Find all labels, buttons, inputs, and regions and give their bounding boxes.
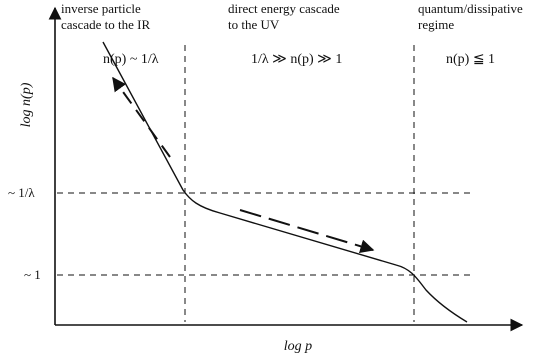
region-quantum-title-line1: quantum/dissipative bbox=[418, 1, 523, 16]
inverse-cascade-arrow bbox=[112, 76, 171, 158]
x-axis-label: log p bbox=[284, 339, 312, 354]
region-quantum-condition: n(p) ≦ 1 bbox=[446, 52, 495, 67]
spectrum-curve bbox=[102, 41, 468, 323]
region-ir-condition: n(p) ~ 1/λ bbox=[103, 52, 159, 67]
region-ir-title-line1: inverse particle bbox=[61, 1, 141, 16]
y-tick-one: ~ 1 bbox=[24, 267, 41, 282]
region-ir-title-line2: cascade to the IR bbox=[61, 17, 150, 32]
region-uv-condition: 1/λ ≫ n(p) ≫ 1 bbox=[251, 52, 342, 67]
region-uv-title-line2: to the UV bbox=[228, 17, 280, 32]
region-uv-title-line1: direct energy cascade bbox=[228, 1, 340, 16]
direct-cascade-arrow bbox=[239, 209, 375, 254]
y-axis-label: log n(p) bbox=[19, 82, 34, 127]
y-tick-inverse-lambda: ~ 1/λ bbox=[8, 185, 35, 200]
region-quantum-title-line2: regime bbox=[418, 17, 454, 32]
